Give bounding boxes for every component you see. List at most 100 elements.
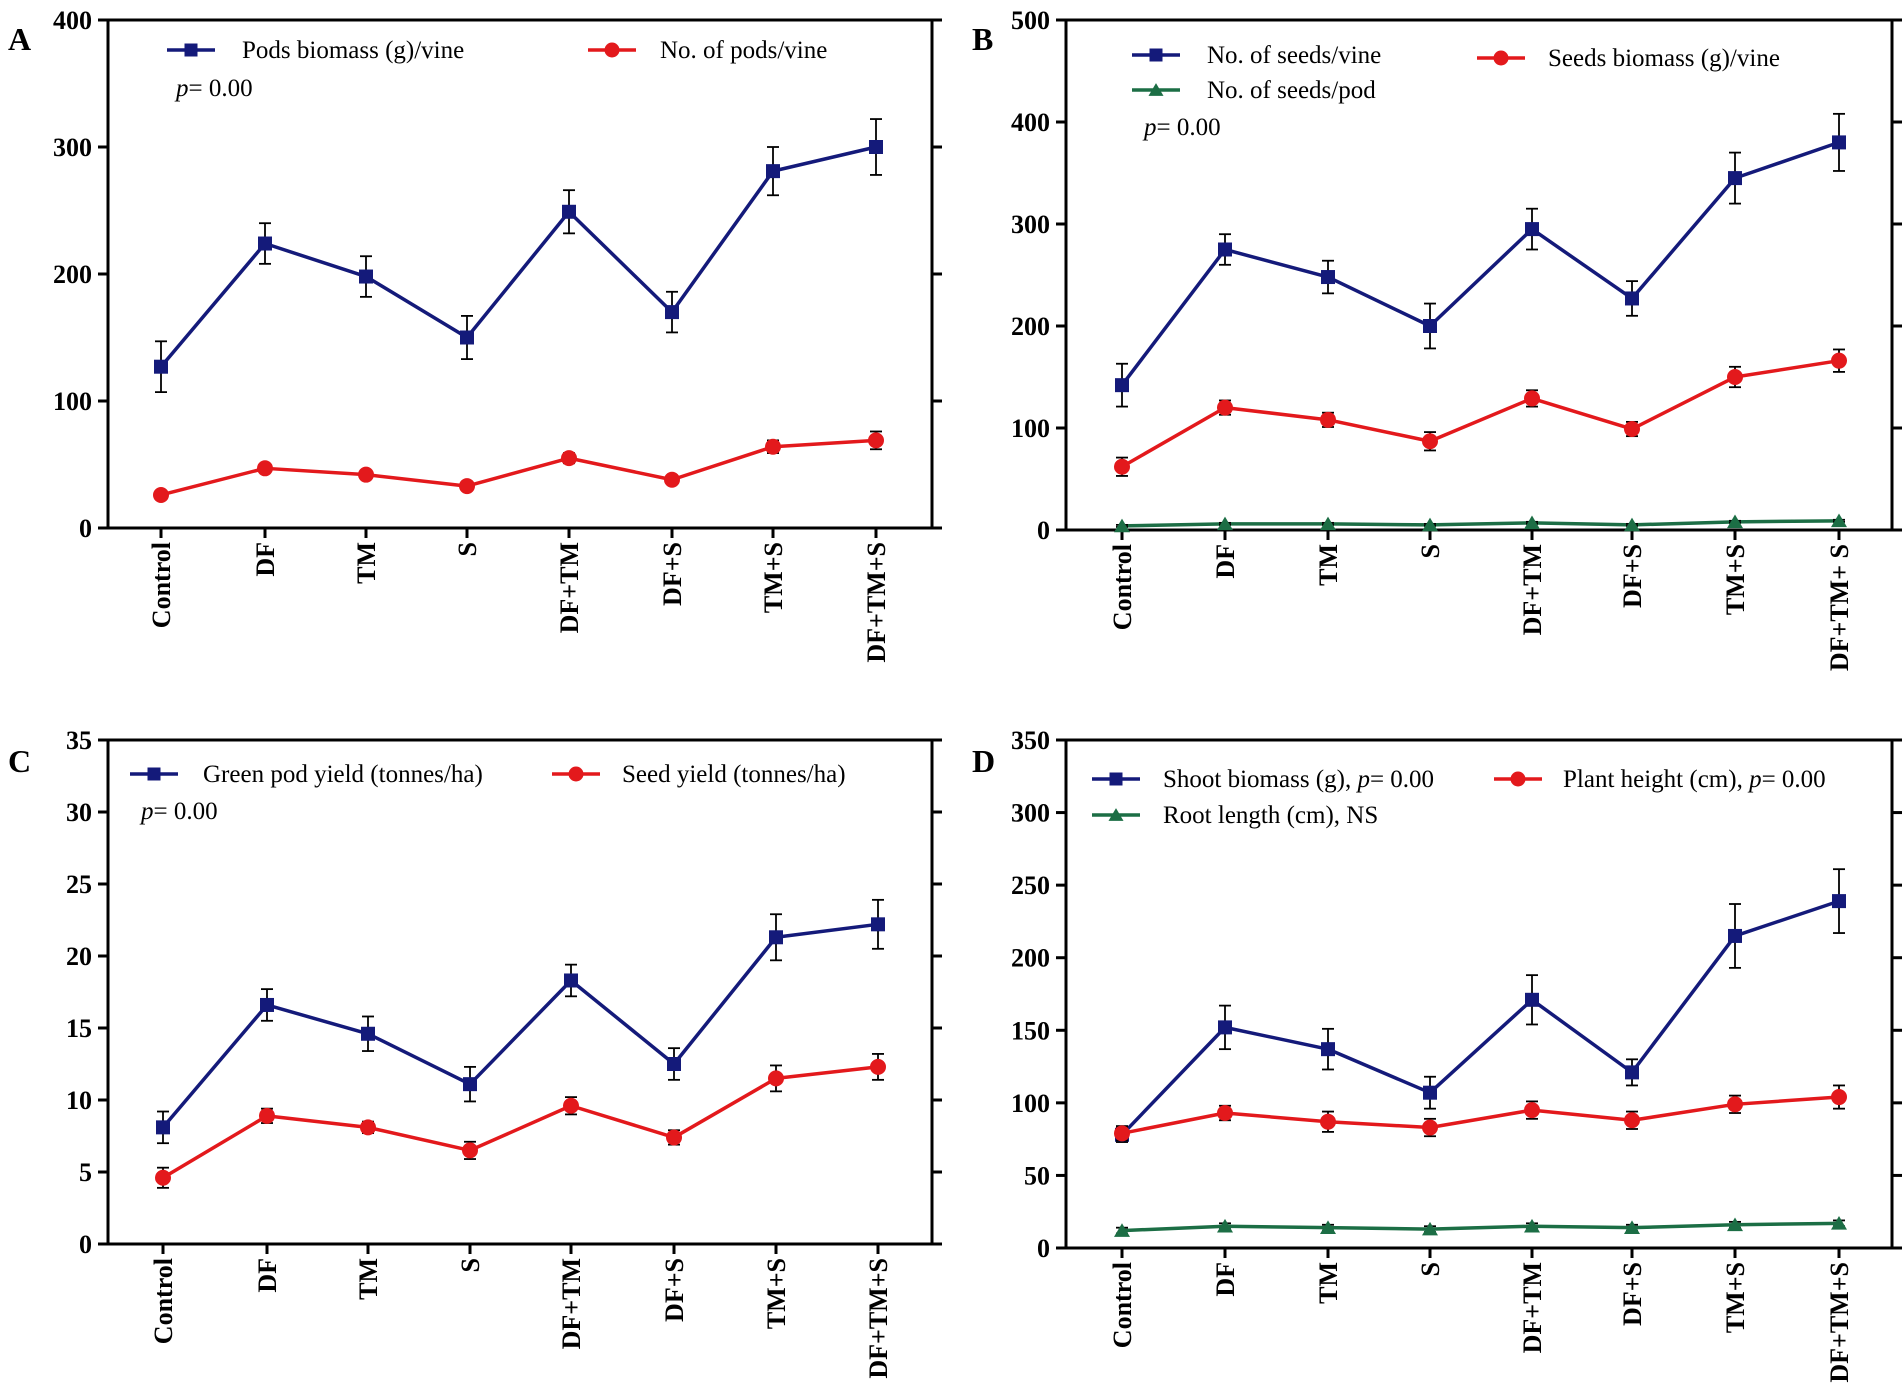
data-point — [1727, 514, 1743, 529]
data-point — [361, 1026, 375, 1041]
data-point — [1320, 1113, 1336, 1130]
data-point — [1524, 1102, 1540, 1119]
data-point — [1727, 1217, 1743, 1232]
data-point — [766, 164, 780, 179]
series-line — [160, 438, 877, 497]
series-line — [159, 145, 877, 368]
data-point — [871, 917, 885, 932]
data-point — [1321, 270, 1335, 285]
data-point — [1728, 171, 1742, 186]
panel-letter: C — [8, 743, 31, 779]
legend-label: Seed yield (tonnes/ha) — [622, 761, 846, 788]
legend-item: No. of seeds/vine — [1132, 42, 1381, 69]
legend-marker — [1148, 83, 1164, 96]
x-tick-label: DF — [251, 542, 280, 577]
legend-marker — [1493, 50, 1509, 66]
data-point — [156, 1120, 170, 1135]
chart-panel-c: C 0 5 10 15 20 25 30 35 Control DF TM S DF+TM DF+S TM+S… — [8, 726, 942, 1379]
chart-panel-d: D 0 50 100 150 200 250 300 350 Control DF TM S DF+TM D… — [972, 726, 1902, 1383]
series-1 — [1114, 348, 1847, 477]
data-point — [1114, 1125, 1130, 1142]
series-1 — [153, 430, 884, 503]
series-line — [1120, 899, 1840, 1136]
data-point — [1217, 516, 1233, 531]
series-0 — [156, 898, 885, 1145]
data-point — [358, 466, 374, 483]
legend-item: Seed yield (tonnes/ha) — [552, 761, 846, 788]
y-tick-label: 200 — [53, 260, 92, 289]
data-point — [1423, 1085, 1437, 1100]
y-tick-label: 0 — [79, 1230, 92, 1259]
data-point — [259, 1107, 275, 1124]
legend-marker — [568, 766, 584, 782]
data-point — [1320, 1220, 1336, 1234]
data-point — [664, 471, 680, 488]
y-tick-label: 30 — [66, 798, 92, 827]
y-tick-label: 400 — [53, 6, 92, 35]
data-point — [1831, 1216, 1847, 1230]
plot-frame — [1064, 738, 1894, 1250]
legend-marker — [1109, 772, 1123, 786]
x-tick-label: DF+TM — [557, 1258, 586, 1349]
data-point — [1115, 378, 1129, 393]
x-tick-label: DF+S — [660, 1258, 689, 1322]
data-point — [459, 478, 475, 495]
data-point — [563, 1097, 579, 1114]
y-tick-label: 25 — [66, 870, 92, 899]
data-point — [666, 1129, 682, 1146]
data-point — [1832, 894, 1846, 909]
series-line — [1121, 519, 1840, 528]
data-point — [260, 997, 274, 1012]
data-point — [1624, 1112, 1640, 1129]
data-point — [1831, 352, 1847, 369]
data-point — [1218, 1020, 1232, 1035]
series-line — [161, 922, 879, 1129]
data-point — [1624, 1220, 1640, 1234]
data-point — [1625, 1065, 1639, 1080]
data-point — [1321, 1042, 1335, 1057]
y-tick-label: 150 — [1011, 1016, 1050, 1045]
x-tick-label: DF+TM — [555, 542, 584, 633]
data-point — [1524, 515, 1540, 530]
y-tick-label: 0 — [1037, 516, 1050, 545]
p-value-annotation: p= 0.00 — [1142, 114, 1221, 141]
legend-item: Green pod yield (tonnes/ha) — [130, 761, 483, 788]
x-tick-label: TM+S — [1721, 1262, 1750, 1333]
x-tick-label: DF+S — [658, 542, 687, 606]
legend-label: Seeds biomass (g)/vine — [1548, 45, 1780, 72]
series-line — [1120, 140, 1840, 387]
data-point — [870, 1058, 886, 1075]
data-point — [561, 450, 577, 467]
data-point — [460, 330, 474, 345]
legend-marker — [1510, 771, 1526, 787]
legend-marker — [1149, 48, 1163, 62]
y-tick-label: 50 — [1024, 1161, 1050, 1190]
panel-letter: D — [972, 743, 995, 779]
y-tick-label: 200 — [1011, 312, 1050, 341]
y-tick-label: 300 — [1011, 210, 1050, 239]
y-tick-label: 200 — [1011, 944, 1050, 973]
x-tick-label: DF+TM+S — [862, 542, 891, 663]
series-line — [162, 1065, 879, 1180]
panel-letter: B — [972, 21, 993, 57]
y-tick-label: 100 — [1011, 414, 1050, 443]
data-point — [562, 204, 576, 219]
data-point — [462, 1142, 478, 1159]
legend-marker — [184, 43, 198, 57]
plot-frame — [106, 738, 934, 1246]
y-tick-label: 0 — [1037, 1234, 1050, 1263]
y-tick-label: 15 — [66, 1014, 92, 1043]
legend-item: Plant height (cm), p= 0.00 — [1494, 766, 1826, 793]
x-tick-label: DF+S — [1618, 544, 1647, 608]
x-tick-label: DF+TM+S — [1825, 1262, 1854, 1383]
y-tick-label: 400 — [1011, 108, 1050, 137]
data-point — [1217, 1218, 1233, 1233]
data-point — [1422, 1221, 1438, 1236]
y-tick-label: 250 — [1011, 871, 1050, 900]
x-tick-label: S — [453, 542, 482, 556]
p-value-annotation: p= 0.00 — [139, 798, 218, 825]
data-point — [1727, 1096, 1743, 1113]
data-point — [154, 359, 168, 374]
y-tick-label: 300 — [1011, 799, 1050, 828]
legend-item: No. of seeds/pod — [1132, 77, 1376, 104]
